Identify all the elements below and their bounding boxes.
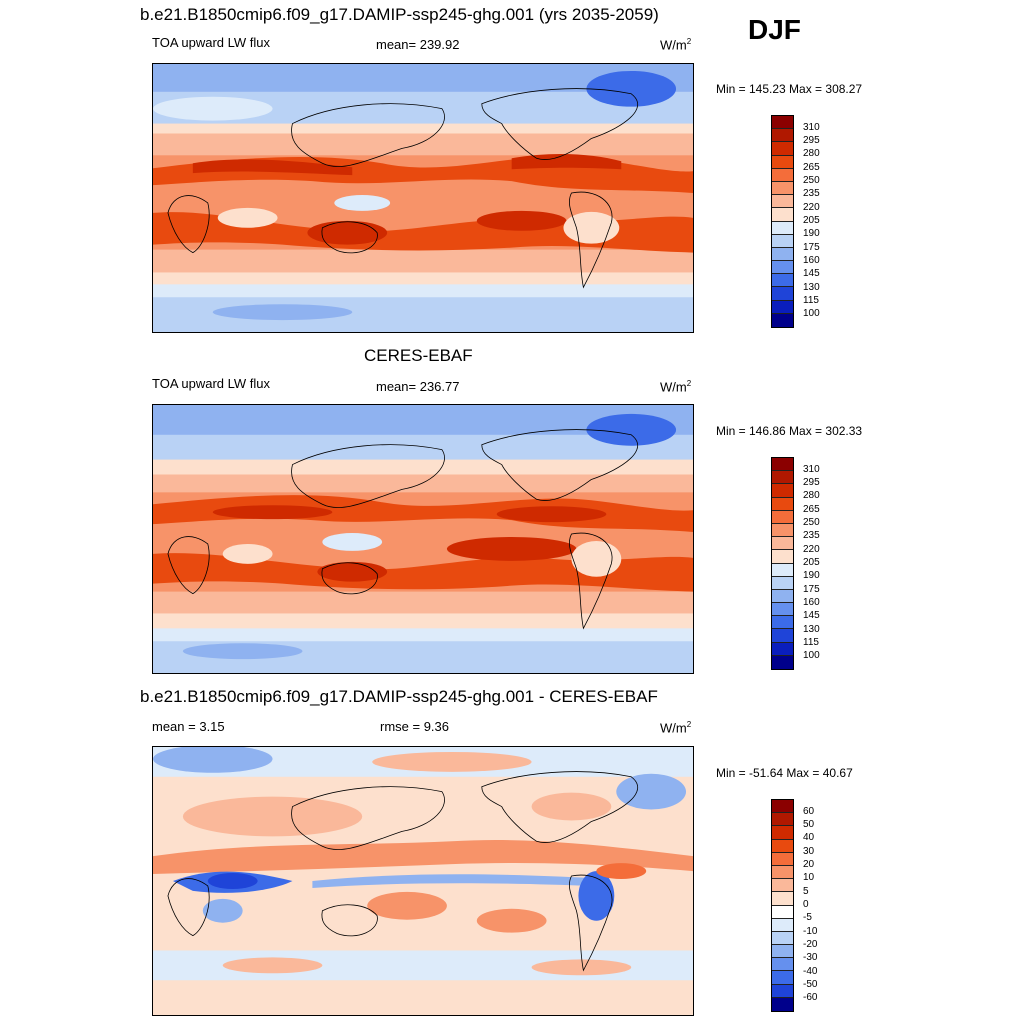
colorbar-tick: 0 <box>803 899 809 910</box>
colorbar-tick: -30 <box>803 952 818 963</box>
colorbar-tick: 160 <box>803 597 820 608</box>
colorbar-tick: 235 <box>803 188 820 199</box>
panel3-colorbar <box>771 799 794 1012</box>
colorbar-tick: 235 <box>803 530 820 541</box>
colorbar-tick: 5 <box>803 886 809 897</box>
colorbar-tick: 60 <box>803 806 815 817</box>
colorbar-tick: 130 <box>803 624 820 635</box>
colorbar-tick: 295 <box>803 477 820 488</box>
panel2-map <box>152 404 694 674</box>
panel1-minmax: Min = 145.23 Max = 308.27 <box>716 82 863 96</box>
colorbar-tick: 160 <box>803 255 820 266</box>
colorbar-tick: 280 <box>803 148 820 159</box>
panel1-mean-label: mean= 239.92 <box>376 37 460 52</box>
colorbar-tick: 220 <box>803 202 820 213</box>
panel3-units: W/m2 <box>660 720 692 736</box>
colorbar-tick: -60 <box>803 992 818 1003</box>
colorbar-tick: 100 <box>803 308 820 319</box>
panel3-map-field <box>153 747 693 1015</box>
colorbar-tick: 190 <box>803 228 820 239</box>
panel2-variable-label: TOA upward LW flux <box>152 376 271 391</box>
panel1-variable-label: TOA upward LW flux <box>152 35 271 50</box>
colorbar-tick: 250 <box>803 517 820 528</box>
colorbar-tick: -5 <box>803 912 812 923</box>
colorbar-tick: 175 <box>803 584 820 595</box>
season-label: DJF <box>748 14 801 45</box>
panel3-mean-label: mean = 3.15 <box>152 719 225 734</box>
panel3-title: b.e21.B1850cmip6.f09_g17.DAMIP-ssp245-gh… <box>140 687 658 706</box>
colorbar-tick: 295 <box>803 135 820 146</box>
colorbar-tick: 50 <box>803 819 815 830</box>
panel1-title: b.e21.B1850cmip6.f09_g17.DAMIP-ssp245-gh… <box>140 5 659 24</box>
colorbar-tick: 115 <box>803 637 819 648</box>
colorbar-tick: 130 <box>803 282 820 293</box>
colorbar-tick: 205 <box>803 215 820 226</box>
panel2-units: W/m2 <box>660 379 692 395</box>
panel2-map-field <box>153 405 693 673</box>
colorbar-tick: 190 <box>803 570 820 581</box>
panel2-mean-label: mean= 236.77 <box>376 379 460 394</box>
colorbar-tick: 145 <box>803 610 820 621</box>
colorbar-tick: 250 <box>803 175 820 186</box>
colorbar-tick: 10 <box>803 872 815 883</box>
colorbar-tick: 265 <box>803 504 820 515</box>
colorbar-tick: 30 <box>803 846 815 857</box>
panel2-title: CERES-EBAF <box>364 346 473 365</box>
colorbar-tick: 205 <box>803 557 820 568</box>
colorbar-tick: 115 <box>803 295 819 306</box>
panel1-map-field <box>153 64 693 332</box>
panel1-units: W/m2 <box>660 37 692 53</box>
colorbar-tick: 145 <box>803 268 820 279</box>
colorbar-tick: -50 <box>803 979 818 990</box>
panel3-minmax: Min = -51.64 Max = 40.67 <box>716 766 853 780</box>
colorbar-tick: 40 <box>803 832 815 843</box>
colorbar-tick: -40 <box>803 966 818 977</box>
panel3-map <box>152 746 694 1016</box>
colorbar-tick: 20 <box>803 859 815 870</box>
colorbar-tick: 220 <box>803 544 820 555</box>
panel2-colorbar <box>771 457 794 670</box>
panel3-rmse-label: rmse = 9.36 <box>380 719 450 734</box>
panel1-colorbar <box>771 115 794 328</box>
colorbar-tick: 100 <box>803 650 820 661</box>
colorbar-tick: 265 <box>803 162 820 173</box>
colorbar-tick: -20 <box>803 939 818 950</box>
panel1-map <box>152 63 694 333</box>
panel2-minmax: Min = 146.86 Max = 302.33 <box>716 424 863 438</box>
colorbar-tick: 280 <box>803 490 820 501</box>
colorbar-tick: -10 <box>803 926 818 937</box>
colorbar-tick: 310 <box>803 464 820 475</box>
colorbar-tick: 175 <box>803 242 820 253</box>
colorbar-tick: 310 <box>803 122 820 133</box>
